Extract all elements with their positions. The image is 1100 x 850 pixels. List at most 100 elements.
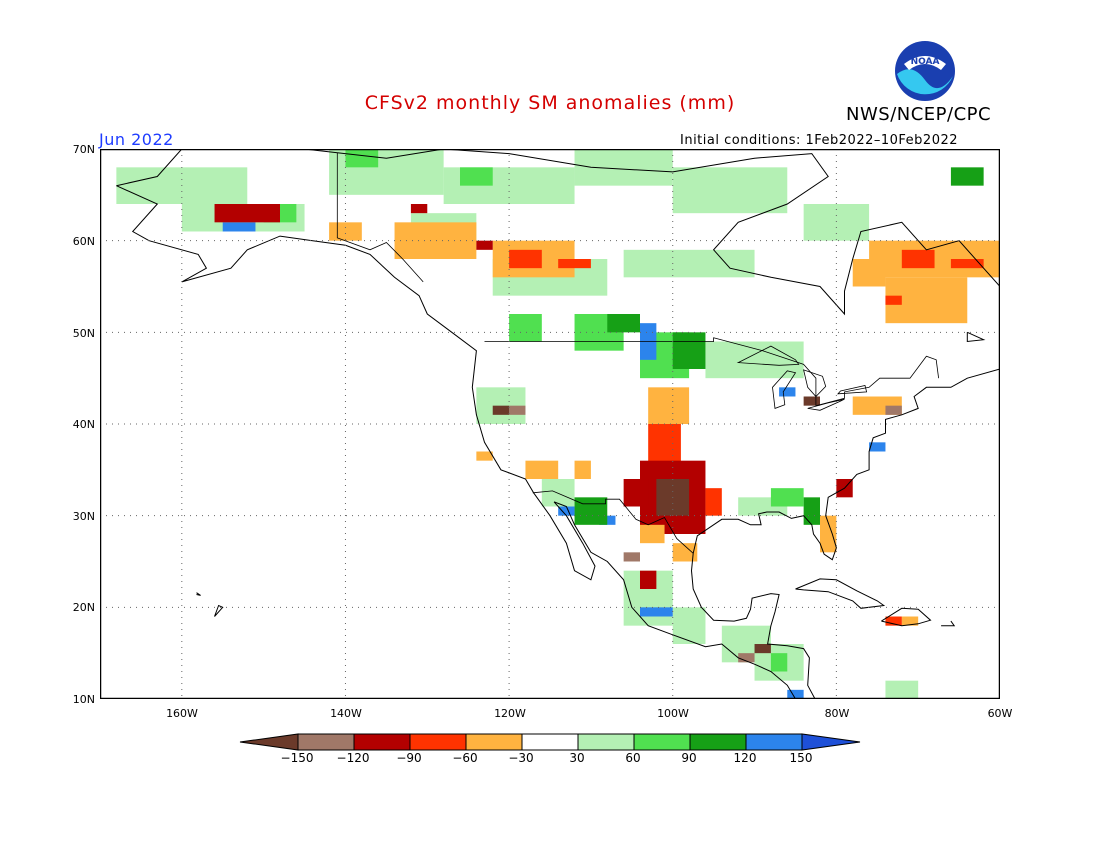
anomaly-cell xyxy=(852,259,886,287)
lake-outline xyxy=(803,369,827,398)
lat-label-60n: 60N xyxy=(72,235,95,248)
anomaly-cell xyxy=(492,405,510,415)
coastline xyxy=(690,368,1001,709)
lat-label-10n: 10N xyxy=(72,693,95,706)
coastline xyxy=(941,620,956,627)
lon-label-160w: 160W xyxy=(166,707,198,720)
anomaly-map xyxy=(99,143,1061,709)
anomaly-cell xyxy=(803,204,870,241)
colorbar-swatches xyxy=(239,733,861,751)
coastline xyxy=(214,604,224,617)
anomaly-cell xyxy=(623,552,640,562)
coastline xyxy=(116,143,1001,316)
colorbar-label: 120 xyxy=(733,751,757,765)
colorbar-label: 30 xyxy=(569,751,585,765)
anomaly-cell xyxy=(672,332,706,369)
anomaly-cell xyxy=(607,314,640,333)
initial-conditions-label: Initial conditions: 1Feb2022–10Feb2022 xyxy=(680,133,959,148)
anomaly-cell xyxy=(885,680,919,699)
noaa-logo: NOAA xyxy=(894,40,956,102)
colorbar-swatch xyxy=(297,733,355,751)
anomaly-cell xyxy=(950,167,984,186)
coastline xyxy=(795,578,886,609)
valid-month-label: Jun 2022 xyxy=(99,130,174,149)
anomaly-cell xyxy=(476,451,493,461)
anomaly-cell xyxy=(705,488,722,516)
colorbar-label: −90 xyxy=(396,751,422,765)
anomaly-cell xyxy=(574,460,591,479)
lat-label-30n: 30N xyxy=(72,510,95,523)
anomaly-cell xyxy=(901,616,919,626)
anomaly-cell xyxy=(214,204,280,223)
colorbar-label: 60 xyxy=(625,751,641,765)
lon-label-80w: 80W xyxy=(824,707,850,720)
colorbar-label: −120 xyxy=(336,751,370,765)
anomaly-cell xyxy=(885,616,902,626)
anomaly-cell xyxy=(509,249,542,269)
agency-label: NWS/NCEP/CPC xyxy=(846,104,992,125)
noaa-logo-text: NOAA xyxy=(911,57,940,67)
lat-label-70n: 70N xyxy=(72,143,95,156)
coastline xyxy=(966,331,986,343)
anomaly-cell xyxy=(541,479,575,507)
anomaly-cell xyxy=(869,442,886,452)
graticule xyxy=(100,149,1000,699)
lat-label-40n: 40N xyxy=(72,418,95,431)
lake-outline xyxy=(807,398,845,411)
lat-label-20n: 20N xyxy=(72,601,95,614)
coastline xyxy=(196,592,201,596)
anomaly-cell xyxy=(329,222,362,241)
colorbar-label: −30 xyxy=(508,751,534,765)
anomaly-cell xyxy=(885,405,902,415)
anomaly-cell xyxy=(770,488,804,507)
anomaly-cell xyxy=(509,314,542,342)
colorbar-swatch xyxy=(521,733,579,751)
anomaly-cell xyxy=(640,570,657,589)
colorbar-label: −60 xyxy=(452,751,478,765)
colorbar-swatch xyxy=(353,733,411,751)
anomaly-cell xyxy=(770,653,788,672)
anomaly-cell xyxy=(803,497,820,525)
chart-title: CFSv2 monthly SM anomalies (mm) xyxy=(364,92,736,114)
colorbar-end-high xyxy=(801,733,861,751)
anomaly-cell xyxy=(738,653,755,663)
colorbar-swatch xyxy=(577,733,635,751)
anomaly-cell xyxy=(460,167,493,186)
map-canvas xyxy=(99,143,1061,709)
anomaly-cell xyxy=(558,259,591,269)
anomaly-cell xyxy=(787,689,804,699)
colorbar-swatch xyxy=(689,733,747,751)
country-border xyxy=(336,152,424,283)
lake-outline xyxy=(736,345,800,366)
anomaly-cell xyxy=(525,460,559,479)
lon-label-120w: 120W xyxy=(494,707,526,720)
anomaly-cells xyxy=(116,149,1000,699)
anomaly-cell xyxy=(623,479,649,507)
colorbar-swatch xyxy=(409,733,467,751)
anomaly-cell xyxy=(623,249,755,278)
anomaly-cell xyxy=(345,149,379,168)
colorbar-swatch xyxy=(465,733,523,751)
lake-outline xyxy=(772,370,797,409)
map-frame xyxy=(99,148,1001,700)
anomaly-cell xyxy=(672,543,698,562)
anomaly-cell xyxy=(476,240,493,250)
anomaly-cell xyxy=(222,222,256,232)
lat-label-50n: 50N xyxy=(72,327,95,340)
anomaly-cell xyxy=(509,405,526,415)
colorbar-swatch xyxy=(745,733,803,751)
coastlines xyxy=(116,143,1061,709)
anomaly-cell xyxy=(705,341,804,379)
anomaly-cell xyxy=(803,396,820,406)
lon-label-100w: 100W xyxy=(657,707,689,720)
anomaly-cell xyxy=(885,295,902,305)
anomaly-cell xyxy=(779,387,796,397)
anomaly-cell xyxy=(599,515,616,525)
country-border xyxy=(532,490,694,554)
anomaly-cell xyxy=(672,607,706,644)
colorbar-end-low xyxy=(239,733,299,751)
coastline xyxy=(881,607,932,627)
anomaly-cell xyxy=(410,204,428,214)
anomaly-cell xyxy=(640,524,665,544)
anomaly-cell xyxy=(672,167,788,214)
